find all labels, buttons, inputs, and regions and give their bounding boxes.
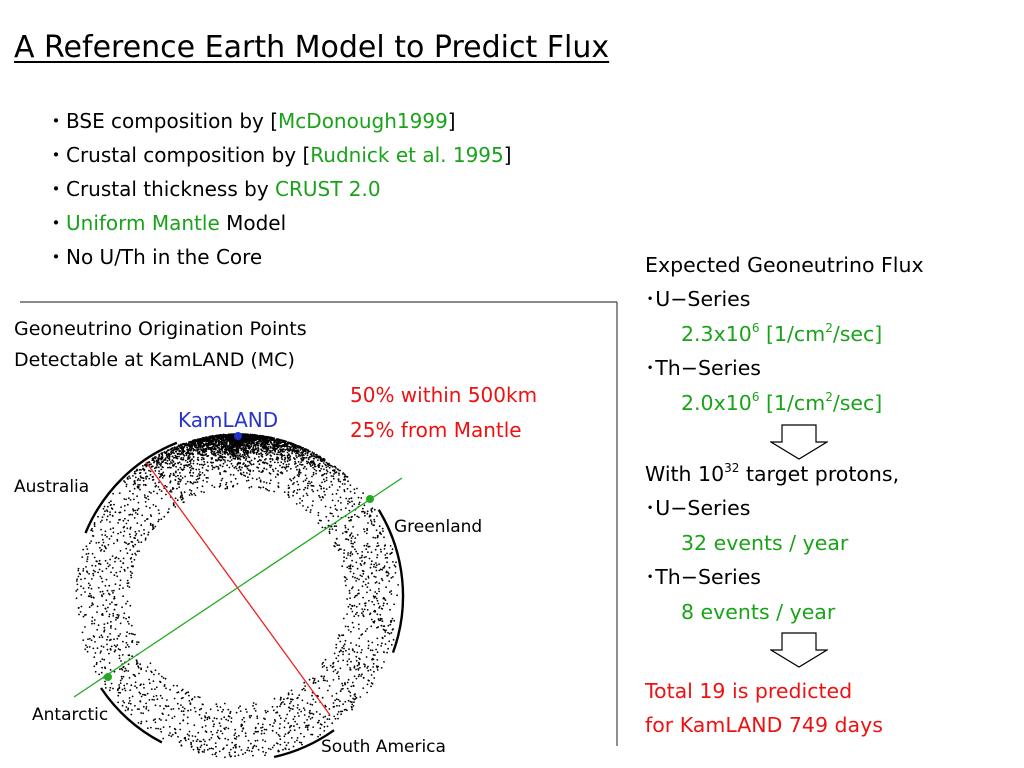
reference-mcdonough: McDonough1999 [278, 109, 448, 133]
model-assumptions-list: ・BSE composition by [McDonough1999] ・Cru… [46, 104, 512, 274]
events-section: With 1032 target protons, ･U−Series 32 e… [645, 457, 899, 629]
bullet-bse: ・BSE composition by [McDonough1999] [46, 109, 456, 133]
antarctic-point [104, 673, 112, 681]
events-u-series-value: 32 events / year [681, 530, 849, 555]
stat-from-mantle: 25% from Mantle [350, 418, 522, 442]
target-protons-line: With 1032 target protons, [645, 461, 900, 486]
australia-label: Australia [14, 477, 90, 497]
bullet-crustal-thickness: ・Crustal thickness by CRUST 2.0 [46, 177, 381, 201]
page-title: A Reference Earth Model to Predict Flux [14, 30, 610, 65]
caption-line-1: Geoneutrino Origination Points [14, 318, 307, 340]
flux-heading: Expected Geoneutrino Flux [645, 253, 924, 277]
bullet-crustal-composition: ・Crustal composition by [Rudnick et al. … [46, 143, 512, 167]
uniform-mantle-label: Uniform Mantle [66, 211, 220, 235]
events-u-series-label: ･U−Series [645, 496, 751, 521]
caption-line-2: Detectable at KamLAND (MC) [14, 349, 295, 371]
greenland-label: Greenland [394, 517, 483, 537]
total-prediction: Total 19 is predicted for KamLAND 749 da… [645, 674, 883, 743]
greenland-point [366, 495, 374, 503]
total-line-1: Total 19 is predicted [645, 679, 853, 703]
reference-rudnick: Rudnick et al. 1995 [310, 143, 504, 167]
stat-within-500km: 50% within 500km [350, 383, 538, 407]
kamland-point [234, 432, 242, 440]
events-th-series-value: 8 events / year [681, 599, 836, 624]
crust-arcs [84, 441, 405, 759]
green-axis-line [73, 477, 403, 698]
origination-points [75, 433, 399, 759]
flux-th-series-value: 2.0x106 [1/cm2/sec] [681, 389, 883, 415]
reference-crust2: CRUST 2.0 [275, 177, 381, 201]
red-axis-line [145, 461, 331, 716]
figure-stats: 50% within 500km 25% from Mantle [350, 378, 537, 448]
flux-th-series-label: ･Th−Series [645, 356, 761, 381]
flux-u-series-label: ･U−Series [645, 287, 751, 312]
events-th-series-label: ･Th−Series [645, 565, 761, 590]
down-arrow-icon [770, 424, 828, 460]
kamland-label: KamLAND [178, 408, 279, 432]
total-line-2: for KamLAND 749 days [645, 713, 883, 738]
south-america-label: South America [321, 737, 446, 757]
antarctic-label: Antarctic [32, 705, 109, 725]
bullet-mantle-model: ・Uniform Mantle Model [46, 211, 287, 235]
flux-section: Expected Geoneutrino Flux ･U−Series 2.3x… [645, 248, 924, 420]
down-arrow-icon-2 [770, 632, 828, 668]
flux-u-series-value: 2.3x106 [1/cm2/sec] [681, 320, 883, 346]
figure-caption: Geoneutrino Origination Points Detectabl… [14, 314, 307, 376]
bullet-core: ・No U/Th in the Core [46, 245, 263, 269]
